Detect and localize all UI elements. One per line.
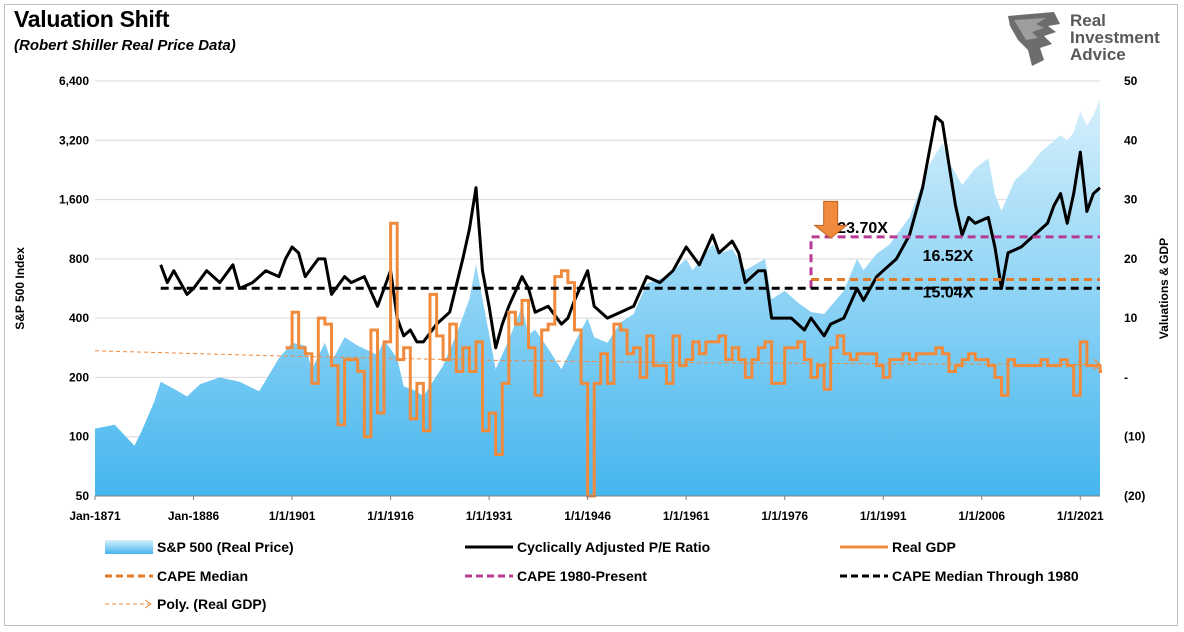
series-cape-1980-present [809,235,1100,289]
y-left-tick-label: 3,200 [59,133,89,147]
y-right-tick-label: (20) [1124,489,1145,503]
y-left-tick-label: 400 [69,311,89,325]
y-left-tick-label: 50 [76,489,90,503]
annotation-label: 15.04X [923,285,974,302]
logo-line-2: Investment [1070,28,1160,47]
legend-label: S&P 500 (Real Price) [157,539,294,555]
x-tick-label: 1/1/2021 [1057,509,1104,523]
x-tick-label: 1/1/1961 [663,509,710,523]
legend-arrow-icon [144,599,152,609]
series-real-gdp [285,221,1102,498]
logo-line-3: Advice [1070,45,1126,64]
x-tick-label: Jan-1871 [69,509,121,523]
x-tick-label: 1/1/1976 [761,509,808,523]
y-right-tick-label: 10 [1124,311,1138,325]
y-right-tick-label: - [1124,370,1128,384]
x-tick-label: 1/1/1946 [564,509,611,523]
legend: S&P 500 (Real Price) Cyclically Adjusted … [105,539,1079,612]
legend-item-real-gdp: Real GDP [840,539,956,555]
legend-item-s-p-500-real-price: S&P 500 (Real Price) [105,539,294,555]
y-left-tick-label: 200 [69,370,89,384]
y-left-tick-label: 100 [69,430,89,444]
y-right-tick-label: 50 [1124,74,1138,88]
x-tick-label: 1/1/1931 [466,509,513,523]
x-tick-label: Jan-1886 [168,509,220,523]
legend-label: CAPE Median [157,568,248,584]
real-investment-advice-logo: Real Investment Advice [1004,10,1160,68]
legend-item-cyclically-adjusted-p-e-ratio: Cyclically Adjusted P/E Ratio [465,539,710,555]
y-right-axis-title: Valuations & GDP [1157,238,1171,339]
x-tick-label: 1/1/2006 [958,509,1005,523]
series-cyclically-adjusted-p-e-ratio [159,115,1101,350]
logo-line-1: Real [1070,11,1106,30]
legend-label: Poly. (Real GDP) [157,596,266,612]
y-right-tick-label: (10) [1124,430,1145,444]
legend-item-cape-1980-present: CAPE 1980-Present [465,568,647,584]
legend-item-cape-median-through-1980: CAPE Median Through 1980 [840,568,1079,584]
legend-label: Cyclically Adjusted P/E Ratio [517,539,710,555]
logo-text: Real Investment Advice [1070,12,1160,63]
chart-frame [4,4,1178,626]
x-tick-label: 1/1/1916 [367,509,414,523]
y-right-tick-label: 20 [1124,252,1138,266]
axes-layer: 6,400 50 3,200 40 1,600 30 800 20 400 10 200 - 100 (1… [13,74,1171,523]
y-left-axis-title: S&P 500 Index [13,247,27,330]
legend-item-poly-real-gdp: Poly. (Real GDP) [105,596,266,612]
sp500-area-layer [95,98,1100,497]
annotation-label: 23.70X [837,220,888,237]
annotation-label: 16.52X [923,248,974,265]
y-left-tick-label: 800 [69,252,89,266]
chart-title: Valuation Shift [14,6,170,32]
eagle-logo-icon [1008,12,1060,66]
y-right-tick-label: 40 [1124,133,1138,147]
legend-item-cape-median: CAPE Median [105,568,248,584]
legend-label: CAPE Median Through 1980 [892,568,1079,584]
y-left-tick-label: 6,400 [59,74,89,88]
down-arrow-icon [813,200,849,239]
x-tick-label: 1/1/1991 [860,509,907,523]
lines-layer [94,115,1102,498]
annotation-layer: 23.70X 16.52X 15.04X [813,200,974,302]
y-right-tick-label: 30 [1124,193,1138,207]
legend-label: CAPE 1980-Present [517,568,647,584]
x-tick-label: 1/1/1901 [269,509,316,523]
series-poly-real-gdp [94,350,1101,365]
legend-swatch [105,540,153,554]
legend-label: Real GDP [892,539,956,555]
chart-subtitle: (Robert Shiller Real Price Data) [14,37,236,54]
y-left-tick-label: 1,600 [59,193,89,207]
series-s-p-500-real-price [95,98,1100,497]
trend-arrowhead [1093,358,1101,370]
